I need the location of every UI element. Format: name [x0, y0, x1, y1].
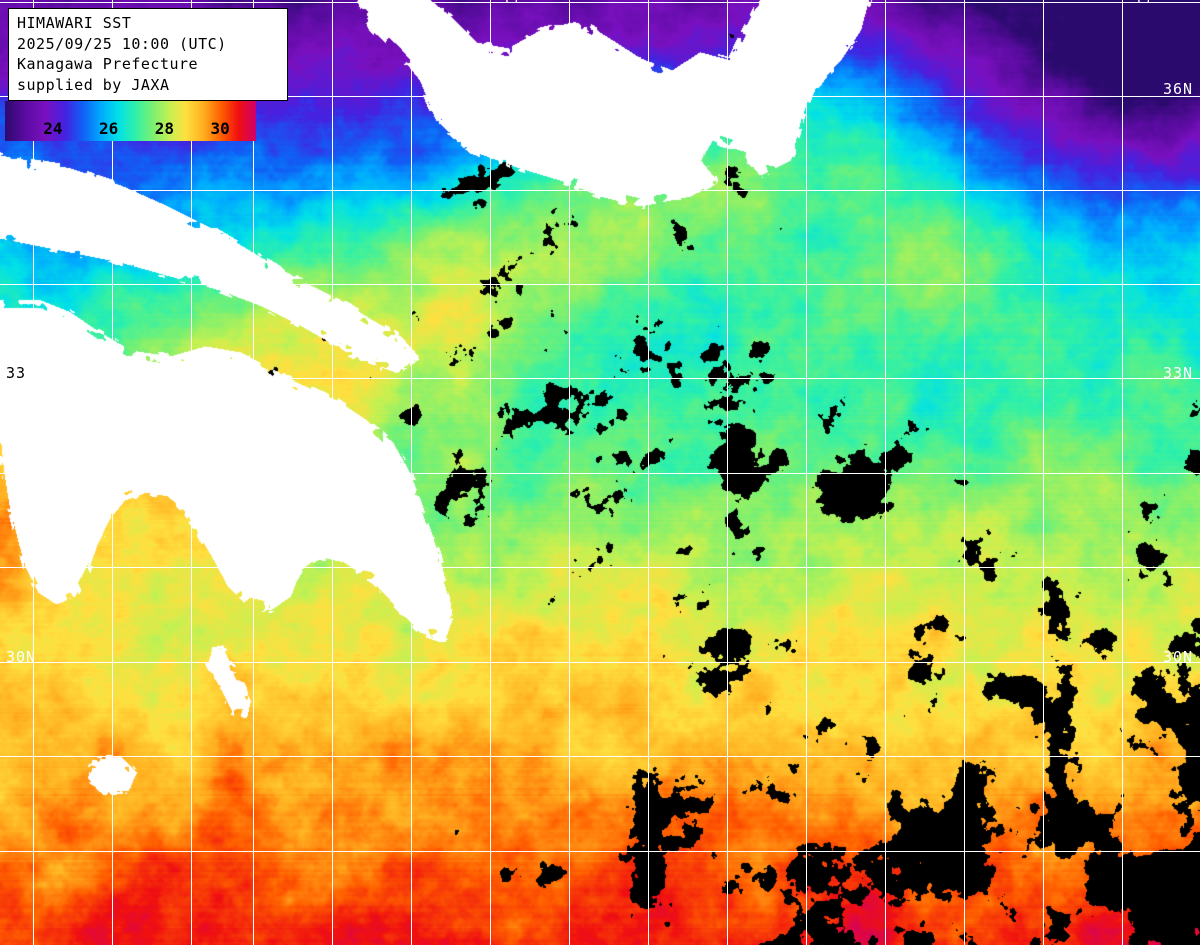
- title-line-organization: Kanagawa Prefecture: [17, 55, 199, 73]
- title-line-datetime: 2025/09/25 10:00 (UTC): [17, 34, 227, 53]
- colorbar-tick-28: 28: [154, 119, 175, 138]
- colorbar-tick-24: 24: [43, 119, 63, 138]
- title-line-supplier: supplied by JAXA: [17, 75, 170, 94]
- title-box: HIMAWARI SST 2025/09/25 10:00 (UTC) Kana…: [8, 8, 288, 101]
- colorbar: 24 26 28 30: [5, 101, 256, 141]
- colorbar-gradient: [5, 101, 256, 141]
- title-line-product: HIMAWARI SST: [17, 14, 132, 32]
- colorbar-tick-30: 30: [210, 119, 230, 138]
- colorbar-tick-26: 26: [98, 119, 119, 138]
